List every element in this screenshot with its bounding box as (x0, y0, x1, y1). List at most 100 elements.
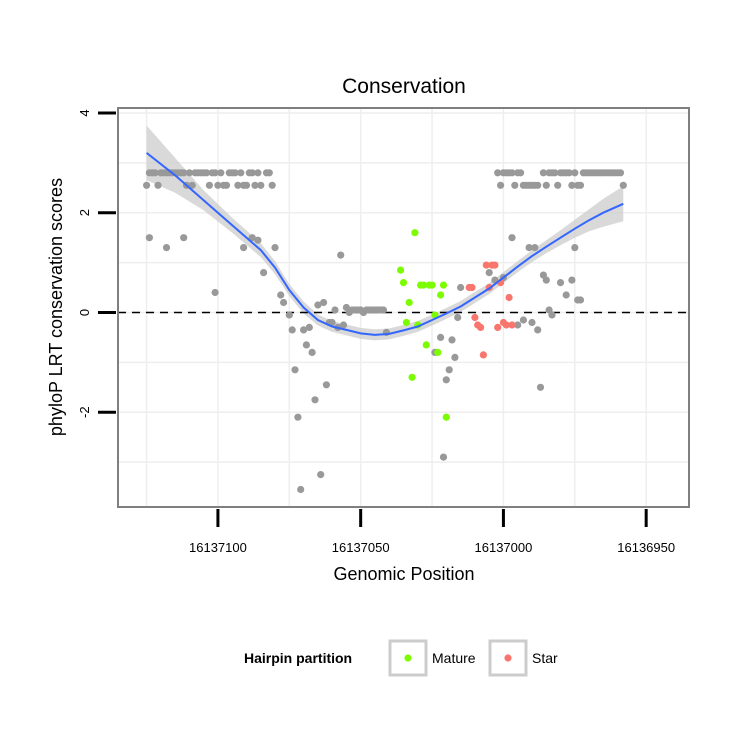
chart-title: Conservation (342, 75, 466, 98)
y-tick-label: 2 (77, 209, 92, 216)
point-star (494, 323, 502, 331)
point-other (188, 181, 196, 189)
y-tick-label: 0 (77, 309, 92, 316)
point-other (339, 321, 348, 329)
point-other (514, 321, 522, 329)
point-star (491, 261, 499, 269)
point-other (254, 169, 262, 177)
point-other (265, 169, 273, 177)
point-mature (437, 291, 445, 299)
point-other (280, 298, 288, 307)
point-mature (402, 318, 410, 327)
point-other (534, 181, 542, 189)
data-points (143, 169, 627, 494)
point-other (288, 326, 296, 334)
point-other (185, 169, 193, 177)
point-other (619, 181, 627, 189)
x-tick-label: 16137100 (189, 540, 247, 555)
point-other (485, 269, 493, 277)
point-mature (422, 341, 430, 349)
point-other (539, 169, 548, 177)
point-other (568, 276, 576, 284)
y-axis-label: phyloP LRT conservation scores (46, 178, 66, 436)
legend-entry-mature: Mature (388, 639, 476, 677)
point-star (505, 293, 513, 302)
y-axis: -2 0 2 4 (77, 109, 116, 418)
point-mature (442, 413, 450, 421)
point-other (237, 169, 245, 177)
point-other (254, 236, 262, 244)
point-other (616, 169, 625, 177)
point-other (457, 283, 465, 292)
point-other (534, 326, 542, 334)
point-other (525, 244, 533, 252)
x-axis: 16137100 16137050 16137000 16136950 (189, 509, 675, 555)
point-other (242, 181, 251, 189)
point-other (240, 244, 248, 252)
point-other (331, 306, 339, 314)
point-other (317, 471, 325, 479)
point-other (294, 413, 302, 421)
point-other (268, 181, 276, 189)
point-star (479, 351, 487, 359)
y-tick-label: -2 (77, 406, 92, 418)
point-other (528, 318, 536, 327)
legend-label: Star (532, 650, 558, 666)
legend: Hairpin partition Mature Star (244, 639, 558, 677)
panel-border (117, 107, 690, 508)
point-other (322, 381, 330, 389)
smooth-line (145, 152, 624, 336)
point-other (202, 169, 211, 177)
legend-key-dot (504, 654, 512, 662)
point-other (314, 301, 322, 309)
point-other (571, 169, 579, 177)
x-axis-label: Genomic Position (333, 564, 474, 584)
point-other (205, 181, 213, 189)
point-mature (428, 281, 436, 289)
point-star (482, 261, 490, 269)
point-mature (405, 298, 413, 307)
point-other (454, 313, 462, 322)
point-other (548, 311, 556, 319)
point-other (151, 169, 159, 177)
point-other (257, 181, 265, 189)
point-other (531, 244, 539, 252)
point-other (211, 288, 219, 297)
point-other (576, 181, 585, 189)
point-other (297, 485, 305, 494)
point-other (494, 169, 502, 177)
point-other (551, 169, 559, 177)
point-other (542, 276, 550, 284)
point-other (291, 366, 299, 374)
point-mature (408, 373, 416, 381)
y-tick-label: 4 (77, 109, 92, 116)
point-other (439, 453, 448, 461)
point-mature (419, 281, 428, 289)
point-mature (399, 279, 408, 287)
series-other (143, 169, 627, 494)
x-tick-label: 16137050 (332, 540, 390, 555)
legend-title: Hairpin partition (244, 650, 352, 666)
legend-label: Mature (432, 650, 476, 666)
point-other (497, 181, 505, 189)
point-other (305, 323, 313, 331)
point-mature (397, 266, 405, 274)
point-other (562, 291, 570, 299)
point-other (308, 348, 316, 356)
point-other (565, 169, 573, 177)
point-other (576, 296, 585, 304)
point-other (180, 234, 188, 242)
point-other (556, 279, 565, 287)
point-other (571, 244, 579, 252)
point-other (517, 169, 525, 177)
point-other (217, 169, 225, 177)
legend-entries: Mature Star (388, 639, 558, 677)
point-star (508, 321, 516, 329)
point-other (554, 181, 562, 189)
point-other (508, 169, 516, 177)
point-mature (434, 348, 442, 356)
point-other (379, 306, 388, 314)
point-other (145, 234, 153, 242)
point-other (248, 234, 256, 242)
